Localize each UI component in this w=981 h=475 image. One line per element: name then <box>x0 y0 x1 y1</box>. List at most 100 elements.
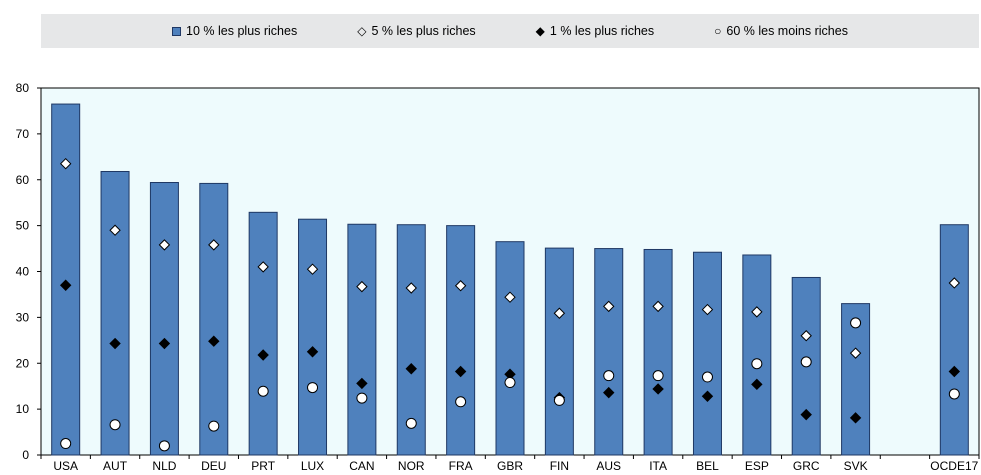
x-tick-label: BEL <box>696 459 719 473</box>
y-tick-label: 40 <box>16 265 30 279</box>
bottom60-marker <box>356 392 368 404</box>
bar <box>199 182 229 456</box>
top5-marker <box>405 282 417 294</box>
top5-marker <box>948 277 961 289</box>
top5-marker <box>751 306 763 318</box>
legend-item-top10: 10 % les plus riches <box>172 24 297 38</box>
top5-marker <box>652 300 664 313</box>
top1-marker <box>59 279 72 291</box>
bottom60-marker <box>109 419 121 431</box>
bar <box>742 254 772 456</box>
top1-marker <box>405 363 417 375</box>
y-tick-label: 10 <box>16 402 30 416</box>
legend: 10 % les plus riches ◇ 5 % les plus rich… <box>41 14 979 48</box>
bar <box>347 223 377 456</box>
x-tick-label: USA <box>53 459 78 473</box>
x-tick-label: ITA <box>649 459 667 473</box>
y-tick-label: 30 <box>16 310 30 324</box>
legend-label-top1: 1 % les plus riches <box>549 24 655 38</box>
x-tick-label: GRC <box>793 459 820 473</box>
legend-label-bottom60: 60 % les moins riches <box>726 24 848 38</box>
bar <box>544 247 574 456</box>
y-tick-label: 50 <box>16 219 30 233</box>
x-tick-label: FRA <box>449 459 473 473</box>
bar <box>643 248 673 456</box>
bottom60-marker <box>800 356 812 368</box>
bottom60-marker <box>751 358 763 370</box>
bar <box>692 251 722 456</box>
top5-marker <box>257 261 269 273</box>
x-tick-label: CAN <box>349 459 374 473</box>
top1-marker <box>849 412 862 424</box>
bottom60-marker <box>257 385 269 397</box>
bottom60-marker <box>553 394 565 406</box>
legend-label-top10: 10 % les plus riches <box>186 24 298 38</box>
bar <box>396 224 426 456</box>
top1-marker <box>306 346 319 358</box>
bar <box>939 224 969 456</box>
top5-marker <box>356 280 368 293</box>
top1-marker <box>454 365 467 378</box>
bar <box>248 211 278 456</box>
bar <box>446 225 476 456</box>
top1-marker <box>948 365 961 378</box>
bottom60-marker <box>60 438 72 450</box>
top5-marker <box>701 303 714 316</box>
top1-marker <box>109 337 121 350</box>
bottom60-marker <box>652 370 664 382</box>
top5-marker <box>306 263 319 275</box>
y-tick-label: 80 <box>16 81 30 95</box>
top5-marker <box>158 239 171 251</box>
top5-marker <box>553 307 566 319</box>
x-tick-label: AUT <box>103 459 128 473</box>
top5-marker <box>59 157 72 170</box>
top5-marker <box>504 291 516 303</box>
legend-item-top1: ◆ 1 % les plus riches <box>536 24 654 38</box>
y-tick-label: 0 <box>22 448 29 462</box>
bar <box>298 218 328 456</box>
bottom60-marker <box>307 382 319 394</box>
open-circle-icon: ○ <box>714 24 722 38</box>
top1-marker <box>800 408 812 421</box>
bottom60-marker <box>405 417 417 429</box>
bottom60-marker <box>948 388 960 400</box>
x-tick-label: SVK <box>844 459 868 473</box>
bottom60-marker <box>455 396 467 408</box>
bottom60-marker <box>701 371 713 383</box>
x-tick-label: DEU <box>201 459 226 473</box>
top1-marker <box>208 335 220 347</box>
legend-item-bottom60: ○ 60 % les moins riches <box>714 24 848 38</box>
bar <box>51 103 81 456</box>
x-tick-label: OCDE17 <box>930 459 978 473</box>
top5-marker <box>208 239 220 251</box>
top5-marker <box>849 347 862 359</box>
x-tick-label: AUS <box>596 459 621 473</box>
top1-marker <box>652 383 664 395</box>
bottom60-marker <box>850 317 862 329</box>
top1-marker <box>701 390 714 402</box>
y-tick-label: 20 <box>16 356 30 370</box>
x-tick-label: NOR <box>398 459 425 473</box>
top5-marker <box>800 330 812 342</box>
x-tick-label: ESP <box>745 459 769 473</box>
bottom60-marker <box>603 370 615 382</box>
bar <box>495 241 525 456</box>
bar <box>100 170 130 456</box>
bottom60-marker <box>504 377 516 389</box>
filled-diamond-icon: ◆ <box>535 24 545 38</box>
bar <box>594 248 624 456</box>
open-diamond-icon: ◇ <box>357 24 367 38</box>
x-tick-label: NLD <box>152 459 176 473</box>
top5-marker <box>109 224 121 236</box>
x-tick-label: LUX <box>301 459 324 473</box>
x-tick-label: FIN <box>550 459 569 473</box>
top1-marker <box>158 337 171 350</box>
bar-swatch-icon <box>172 26 182 36</box>
top1-marker <box>356 377 368 390</box>
top1-marker <box>751 378 763 391</box>
y-tick-label: 60 <box>16 173 30 187</box>
bar <box>841 303 871 456</box>
bottom60-marker <box>208 420 220 432</box>
